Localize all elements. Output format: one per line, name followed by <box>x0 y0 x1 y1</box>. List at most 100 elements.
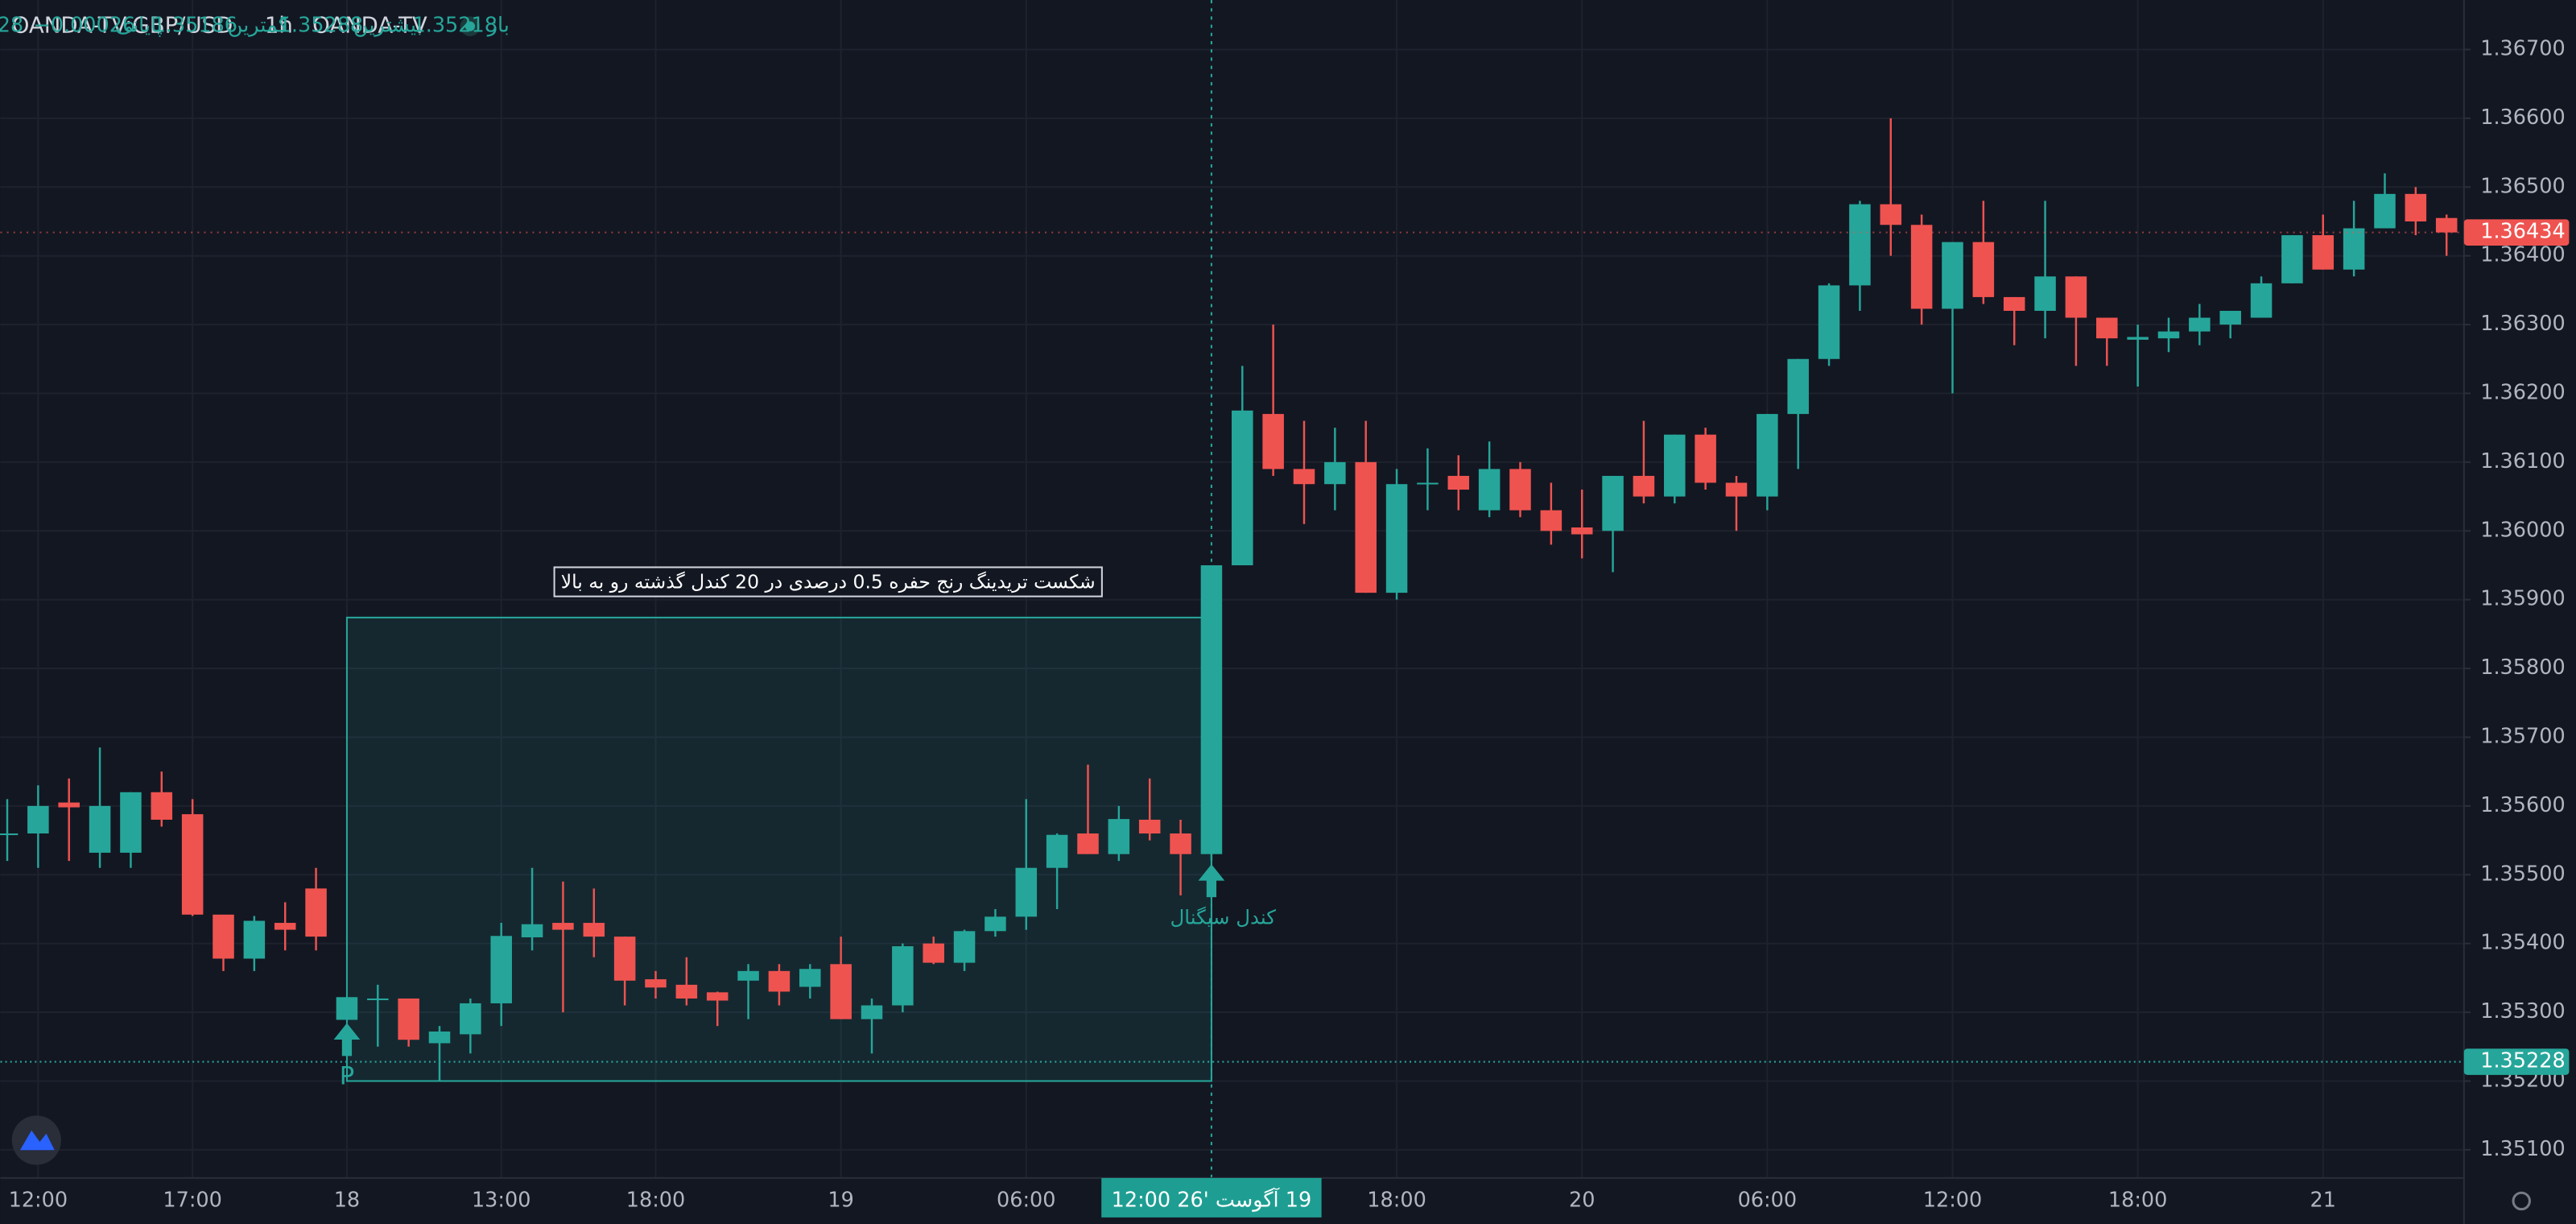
candle-body <box>1633 475 1655 497</box>
candle-body <box>1232 410 1253 565</box>
candle-body <box>1108 819 1130 854</box>
y-tick-label: 1.36000 <box>2480 518 2565 542</box>
candle-body <box>0 833 19 836</box>
candle-body <box>213 914 234 959</box>
y-tick-label: 1.36400 <box>2480 243 2565 267</box>
candle-body <box>27 805 49 834</box>
candle-body <box>1849 204 1871 286</box>
candle-body <box>1725 482 1748 497</box>
x-tick-label: 18:00 <box>1367 1188 1426 1212</box>
candle-body <box>58 802 80 808</box>
candle-body <box>613 937 636 981</box>
marker-label: P <box>340 1062 354 1090</box>
candle-body <box>583 923 605 937</box>
candle-body <box>2034 276 2056 312</box>
candle-body <box>243 920 266 959</box>
y-tick-label: 1.35500 <box>2480 862 2565 886</box>
y-tick-label: 1.36500 <box>2480 174 2565 198</box>
candle-body <box>521 924 543 937</box>
open-value: 1.35218 <box>413 14 497 38</box>
x-tick-label: 18 <box>334 1188 360 1212</box>
candle-body <box>892 946 914 1006</box>
candle-body <box>274 923 296 930</box>
candle-body <box>2435 217 2458 233</box>
candle-body <box>1757 414 1778 497</box>
candle-body <box>985 916 1006 932</box>
settings-icon[interactable] <box>2512 1191 2531 1211</box>
candle-body <box>2281 235 2303 283</box>
settings[interactable] <box>2512 1191 2531 1211</box>
close-value: 1.35228 <box>0 14 23 38</box>
y-tick-label: 1.35400 <box>2480 931 2565 955</box>
x-tick-label: 21 <box>2310 1188 2336 1212</box>
candle-body <box>181 814 204 915</box>
candle-body <box>2065 276 2087 318</box>
candle-body <box>1262 414 1284 469</box>
marker-label: کندل سیگنال <box>1170 906 1276 929</box>
x-tick-label: 12:00 <box>9 1188 68 1212</box>
candle-body <box>1818 285 1840 359</box>
candle-body <box>768 970 791 992</box>
candle-body <box>1046 834 1068 868</box>
open-label: باز <box>486 14 510 38</box>
interval[interactable]: 1h <box>265 13 293 39</box>
candle-body <box>830 964 852 1019</box>
source: OANDA-TV <box>312 13 427 39</box>
y-tick-label: 1.36200 <box>2480 380 2565 404</box>
marker-arrow <box>333 1023 361 1057</box>
candle-body <box>1077 833 1099 854</box>
candle-body <box>1170 833 1191 854</box>
candle-body <box>1540 510 1563 531</box>
candle-body <box>552 923 574 930</box>
x-tick-label: 13:00 <box>472 1188 531 1212</box>
plot: شکست تریدینگ رنج حفره 0.5 درصدی در 20 کن… <box>0 0 2464 1178</box>
candle-body <box>1447 475 1470 490</box>
high-value: 1.35288 <box>279 14 363 38</box>
candle-body <box>861 1005 883 1019</box>
symbol[interactable]: OANDA-TV:GBP/USD <box>12 13 233 39</box>
candle-body <box>398 998 419 1040</box>
candle-body <box>2405 193 2427 221</box>
range-box-label-frame <box>553 566 1103 598</box>
y-tick-label: 1.35700 <box>2480 724 2565 748</box>
candle-body <box>923 943 944 963</box>
y-tick-label: 1.36300 <box>2480 312 2565 336</box>
candle-body <box>2312 235 2334 270</box>
y-tick-label: 1.36600 <box>2480 105 2565 130</box>
candle-body <box>799 969 821 987</box>
candle-body <box>336 997 358 1020</box>
candle-body <box>1695 434 1716 483</box>
candle-body <box>2096 317 2118 339</box>
ohlc: باز1.35218بیشترین1.35288کمترین1.35186پای… <box>0 14 510 38</box>
y-tick-label: 1.35100 <box>2480 1137 2565 1161</box>
y-tick-label: 1.36100 <box>2480 449 2565 473</box>
high-label: بیشترین <box>353 14 423 38</box>
candle-body <box>1972 242 1995 297</box>
x-tick-label: 18:00 <box>626 1188 686 1212</box>
candle-body <box>2127 337 2149 340</box>
crosshair-price-label: 1.35228 <box>2480 1049 2565 1073</box>
candle-body <box>460 1003 481 1035</box>
crosshair-time-label: 19 آگوست '26 12:00 <box>1112 1187 1312 1212</box>
candle-body <box>1138 819 1161 834</box>
candle-body <box>737 970 759 981</box>
candle-body <box>305 888 327 937</box>
candle-body <box>2374 193 2396 229</box>
axes: 1.351001.352001.353001.354001.355001.356… <box>9 36 2570 1218</box>
range-box-label: شکست تریدینگ رنج حفره 0.5 درصدی در 20 کن… <box>561 571 1096 593</box>
candle-body <box>120 792 142 853</box>
x-tick-label: 06:00 <box>997 1188 1056 1212</box>
x-tick-label: 20 <box>1569 1188 1595 1212</box>
candle-body <box>89 805 111 853</box>
candle-body <box>645 979 667 988</box>
candle-body <box>490 936 512 1003</box>
candle-body <box>1355 461 1377 593</box>
status-dot-inner <box>464 21 476 31</box>
candle-body <box>1602 475 1624 531</box>
logo[interactable] <box>11 1115 61 1165</box>
candle-body <box>1015 867 1038 917</box>
y-tick-label: 1.35300 <box>2480 999 2565 1023</box>
header: OANDA-TV:GBP/USD 1h OANDA-TV باز1.35218ب… <box>0 13 510 39</box>
candle-body <box>1293 469 1315 485</box>
